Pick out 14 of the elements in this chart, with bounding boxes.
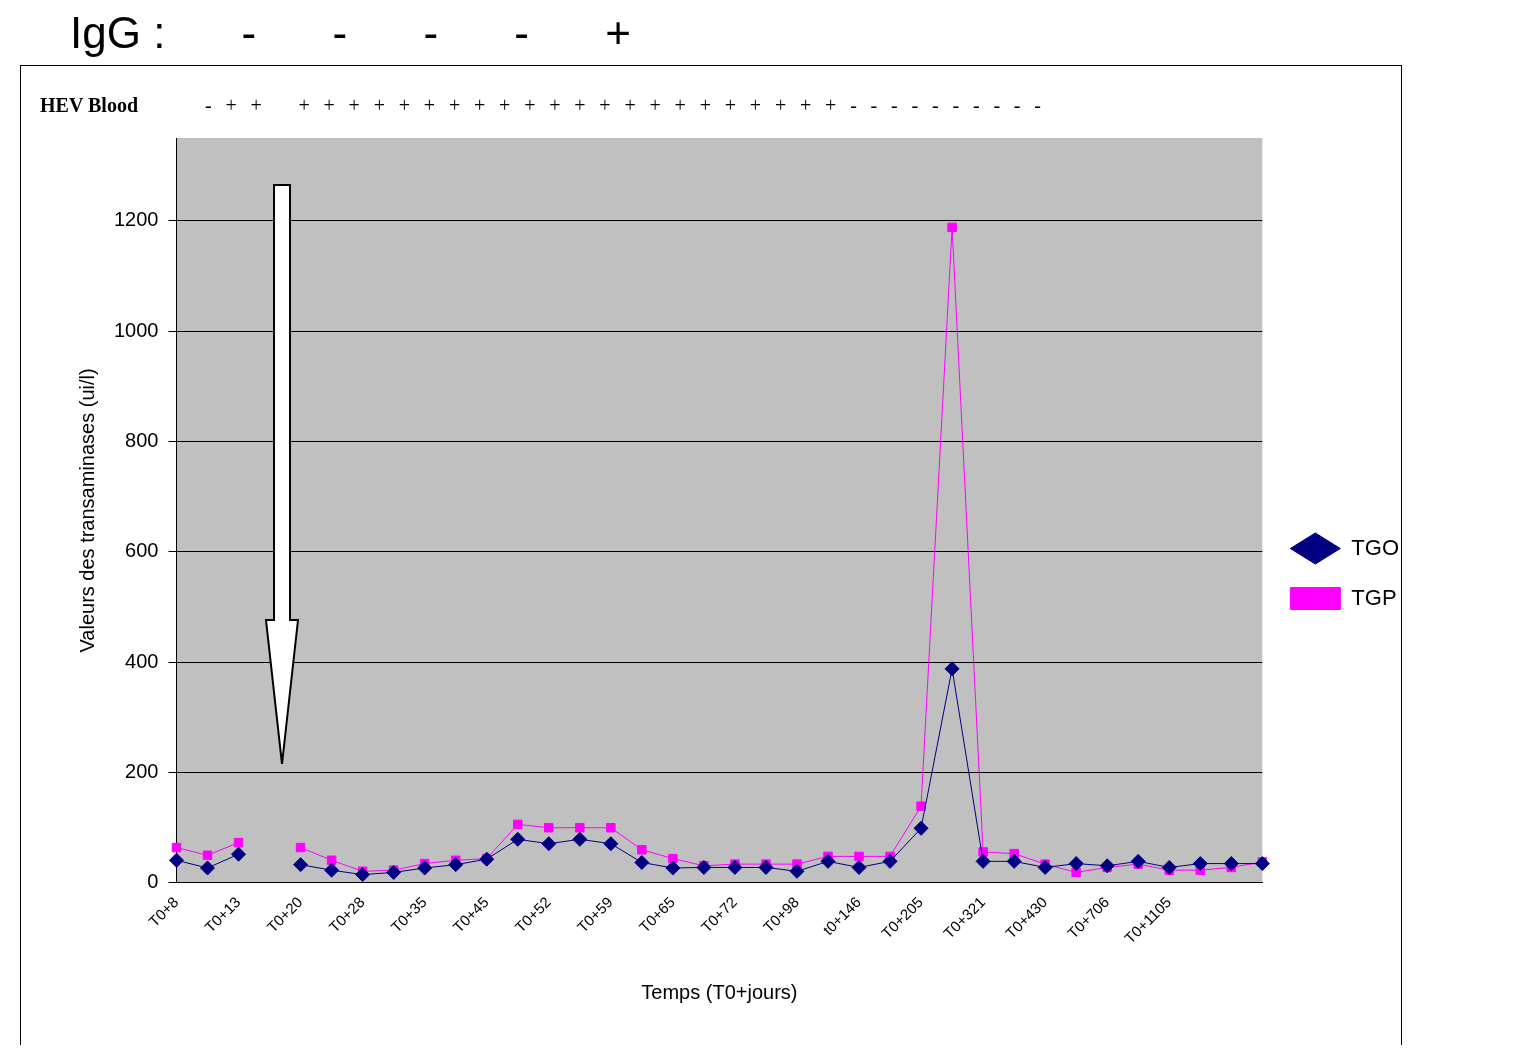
legend-label: TGO	[1351, 534, 1400, 560]
x-axis-title: Temps (T0+jours)	[641, 980, 798, 1003]
y-tick-label: 800	[125, 428, 159, 451]
text: IgG : - - - - +	[70, 8, 631, 57]
y-tick-label: 400	[125, 649, 159, 672]
y-tick-label: 1000	[113, 318, 159, 341]
y-tick-label: 200	[125, 760, 159, 783]
y-tick-label: 1200	[113, 208, 159, 231]
text: - + + + + + + + + + + + + + + + + + + + + + + + + - - - - - - - - - -	[205, 94, 1044, 117]
text: HEV Blood	[40, 94, 138, 117]
y-tick-label: 0	[147, 870, 159, 893]
y-tick-label: 600	[125, 539, 159, 562]
y-axis-title: Valeurs des transaminases (ui/l)	[75, 368, 98, 653]
legend-label: TGP	[1351, 584, 1397, 610]
